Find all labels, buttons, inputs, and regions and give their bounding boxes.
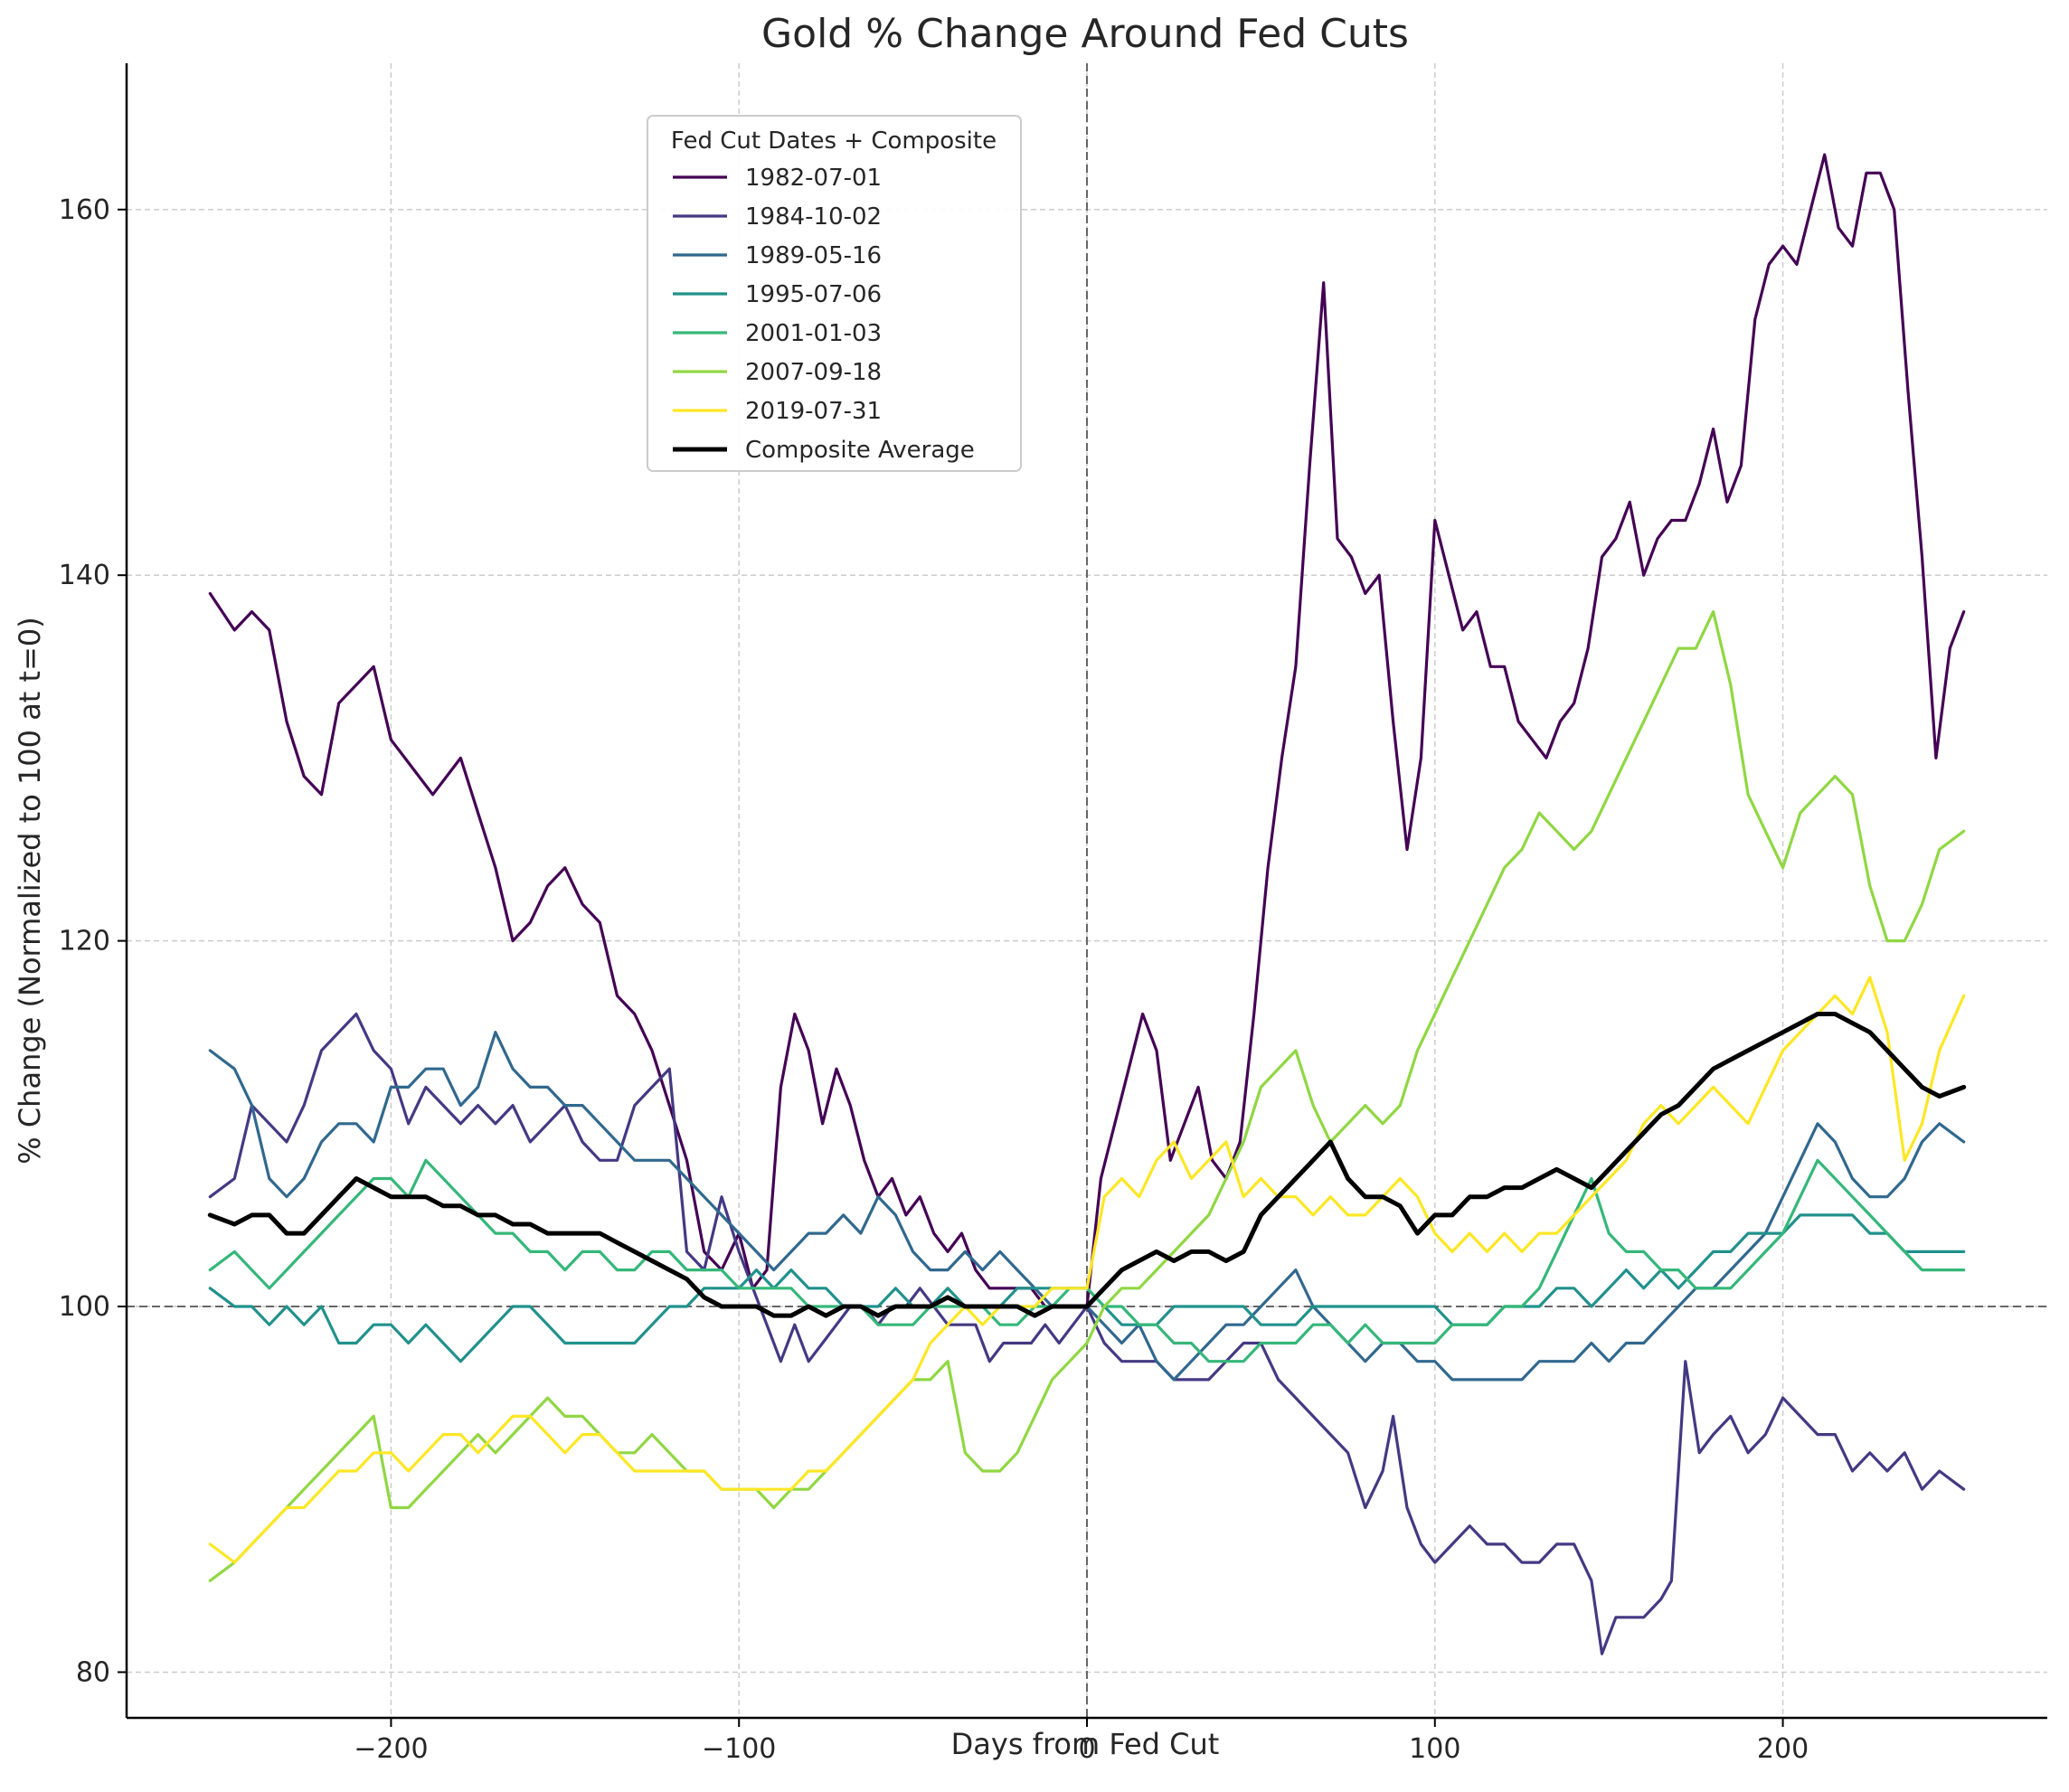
tick-labels: −200 −100 0 100 200 80 100 120 140 160 bbox=[59, 194, 1809, 1765]
y-tick-label: 160 bbox=[59, 194, 110, 226]
x-tick-label: 100 bbox=[1409, 1733, 1460, 1765]
series-line-composite-average bbox=[207, 1012, 1967, 1318]
legend-label: 2019-07-31 bbox=[745, 398, 882, 425]
x-tick-label: 200 bbox=[1757, 1733, 1809, 1765]
y-axis-label: % Change (Normalized to 100 at t=0) bbox=[13, 617, 47, 1164]
legend-label: Composite Average bbox=[745, 437, 975, 464]
series-lines bbox=[207, 153, 1967, 1655]
y-tick-label: 140 bbox=[59, 560, 110, 591]
series-line-1984-10-02 bbox=[208, 1012, 1966, 1655]
y-tick-label: 120 bbox=[59, 926, 110, 957]
x-axis-label: Days from Fed Cut bbox=[951, 1727, 1220, 1761]
legend: Fed Cut Dates + Composite 1982-07-01 1984… bbox=[647, 115, 1022, 472]
legend-title: Fed Cut Dates + Composite bbox=[671, 127, 997, 155]
series-line-1982-07-01 bbox=[208, 153, 1966, 1308]
legend-label: 2001-01-03 bbox=[745, 320, 882, 347]
y-tick-label: 100 bbox=[59, 1291, 110, 1323]
legend-label: 1989-05-16 bbox=[745, 242, 882, 269]
series-line-2007-09-18 bbox=[208, 609, 1966, 1582]
reference-lines bbox=[127, 63, 2047, 1718]
legend-label: 1982-07-01 bbox=[745, 165, 882, 192]
legend-label: 1995-07-06 bbox=[745, 281, 882, 308]
x-tick-label: −200 bbox=[354, 1733, 428, 1765]
x-tick-label: −100 bbox=[702, 1733, 776, 1765]
y-tick-label: 80 bbox=[76, 1656, 110, 1688]
legend-label: 1984-10-02 bbox=[745, 203, 882, 231]
x-tick-label: 0 bbox=[1078, 1733, 1095, 1765]
legend-frame bbox=[647, 115, 1022, 472]
legend-label: 2007-09-18 bbox=[745, 359, 882, 386]
chart-title: Gold % Change Around Fed Cuts bbox=[761, 11, 1409, 57]
legend-entries: 1982-07-01 1984-10-02 1989-05-16 1995-07-06… bbox=[673, 165, 975, 464]
